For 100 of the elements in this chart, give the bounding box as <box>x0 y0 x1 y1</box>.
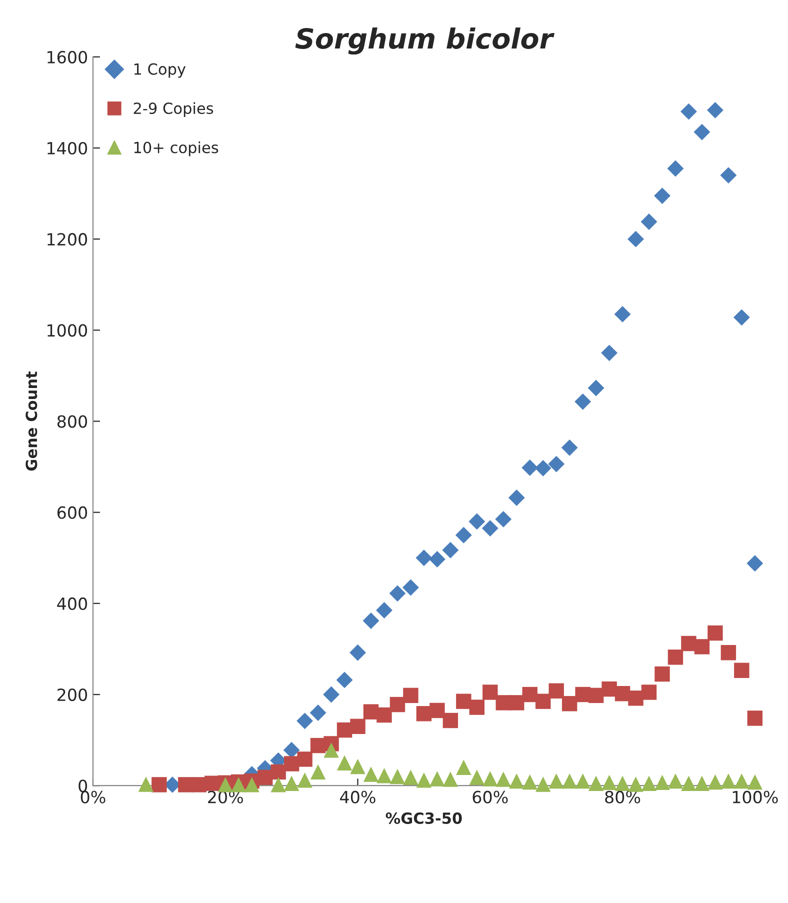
point <box>588 776 604 791</box>
point <box>562 696 578 712</box>
y-tick-label: 1200 <box>48 233 88 246</box>
point <box>390 696 406 712</box>
point <box>720 167 737 184</box>
point <box>430 771 445 786</box>
point <box>376 707 392 723</box>
point <box>708 625 723 641</box>
point <box>668 650 684 665</box>
point <box>469 770 485 786</box>
y-tick-label: 1400 <box>48 142 88 155</box>
point <box>323 686 340 703</box>
point <box>350 718 366 734</box>
point <box>310 764 326 780</box>
point <box>575 773 590 789</box>
point <box>416 706 432 722</box>
point <box>733 309 750 326</box>
point <box>324 742 339 758</box>
point <box>283 742 300 758</box>
point <box>601 344 618 362</box>
point <box>456 760 472 775</box>
point <box>734 662 750 678</box>
point <box>628 776 644 792</box>
point <box>482 520 498 536</box>
y-tick-label: 800 <box>57 415 88 428</box>
point <box>152 777 167 792</box>
point <box>509 773 524 789</box>
point <box>284 776 300 791</box>
point <box>270 777 286 792</box>
point <box>442 712 458 728</box>
point <box>336 755 352 770</box>
x-tick-label: 100% <box>732 790 778 804</box>
point <box>574 393 592 410</box>
y-tick-label: 600 <box>57 506 88 519</box>
point <box>654 188 670 204</box>
point <box>628 230 644 248</box>
point <box>680 103 697 120</box>
point <box>284 756 300 772</box>
point <box>297 772 312 788</box>
point <box>376 768 392 784</box>
point <box>668 773 684 789</box>
y-tick-label: 400 <box>57 597 88 610</box>
x-tick-label: 40% <box>340 790 376 804</box>
legend-label: 10+ copies <box>134 141 218 156</box>
y-tick-label: 1600 <box>48 50 88 64</box>
point <box>350 644 366 661</box>
y-axis-title: Gene Count <box>26 371 38 471</box>
point <box>548 456 565 472</box>
point <box>442 772 458 787</box>
y-tick-label: 1000 <box>48 324 88 337</box>
x-tick-label: 0% <box>80 790 106 804</box>
point <box>231 777 246 792</box>
point <box>708 774 723 790</box>
point <box>508 490 525 506</box>
point <box>482 771 498 786</box>
point <box>706 102 724 118</box>
point <box>602 681 617 697</box>
point <box>376 602 392 618</box>
point <box>482 684 498 700</box>
point <box>362 612 380 629</box>
point <box>720 773 736 789</box>
point <box>535 776 551 792</box>
point <box>640 214 658 230</box>
point <box>548 773 564 789</box>
point <box>455 526 472 544</box>
point <box>654 666 670 682</box>
y-tick-label: 0 <box>78 780 88 792</box>
point <box>456 694 472 709</box>
point <box>416 772 432 788</box>
point <box>694 124 710 140</box>
point <box>654 774 670 790</box>
point <box>614 306 631 322</box>
point <box>430 702 445 718</box>
point <box>641 684 657 700</box>
point <box>641 776 657 791</box>
point <box>548 683 564 698</box>
point <box>336 672 353 688</box>
point <box>522 459 538 476</box>
point <box>667 160 684 177</box>
x-tick-label: 80% <box>605 790 640 804</box>
point <box>363 704 379 720</box>
point <box>296 712 314 730</box>
point <box>747 774 763 790</box>
point <box>561 439 578 456</box>
point <box>534 460 552 476</box>
point <box>495 510 512 528</box>
point <box>496 772 511 787</box>
point <box>747 710 763 726</box>
point <box>442 542 459 558</box>
point <box>746 555 764 572</box>
legend-label: 1 Copy <box>134 63 186 78</box>
point <box>694 639 710 654</box>
y-tick-label: 200 <box>58 688 88 702</box>
point <box>244 777 260 792</box>
point <box>614 776 630 791</box>
point <box>720 645 736 660</box>
point <box>562 773 578 789</box>
legend-label: 2-9 Copies <box>134 102 214 118</box>
point <box>428 551 446 568</box>
point <box>297 752 312 767</box>
